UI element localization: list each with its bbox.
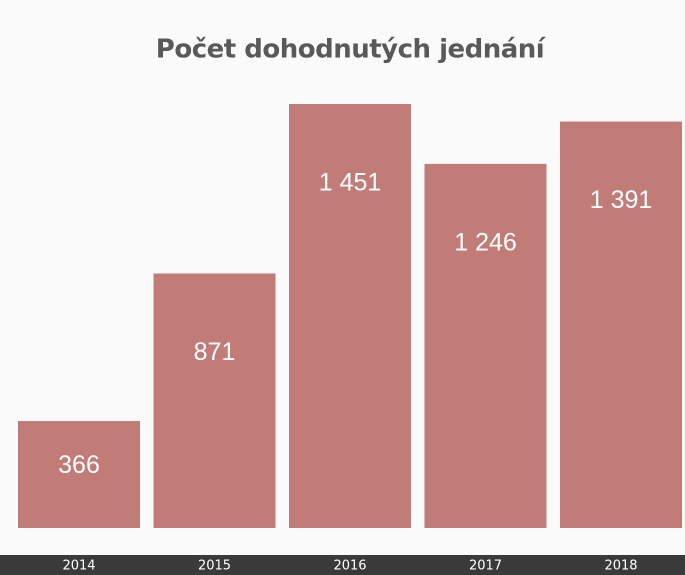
x-tick-label: 2014 (62, 559, 95, 574)
value-label: 1 391 (590, 186, 653, 214)
x-tick-label: 2017 (469, 559, 502, 574)
value-label: 366 (58, 451, 100, 479)
bar (18, 421, 140, 528)
value-label: 1 451 (319, 169, 382, 197)
x-tick-label: 2016 (333, 559, 366, 574)
bar (289, 104, 411, 528)
bar (153, 273, 276, 528)
chart-title: Počet dohodnutých jednání (156, 35, 547, 65)
category-strip (0, 555, 685, 575)
x-tick-label: 2018 (604, 559, 637, 574)
bar (424, 163, 547, 529)
value-label: 1 246 (454, 229, 517, 257)
value-label: 871 (194, 338, 236, 366)
x-tick-label: 2015 (198, 559, 231, 574)
bar (560, 121, 682, 528)
